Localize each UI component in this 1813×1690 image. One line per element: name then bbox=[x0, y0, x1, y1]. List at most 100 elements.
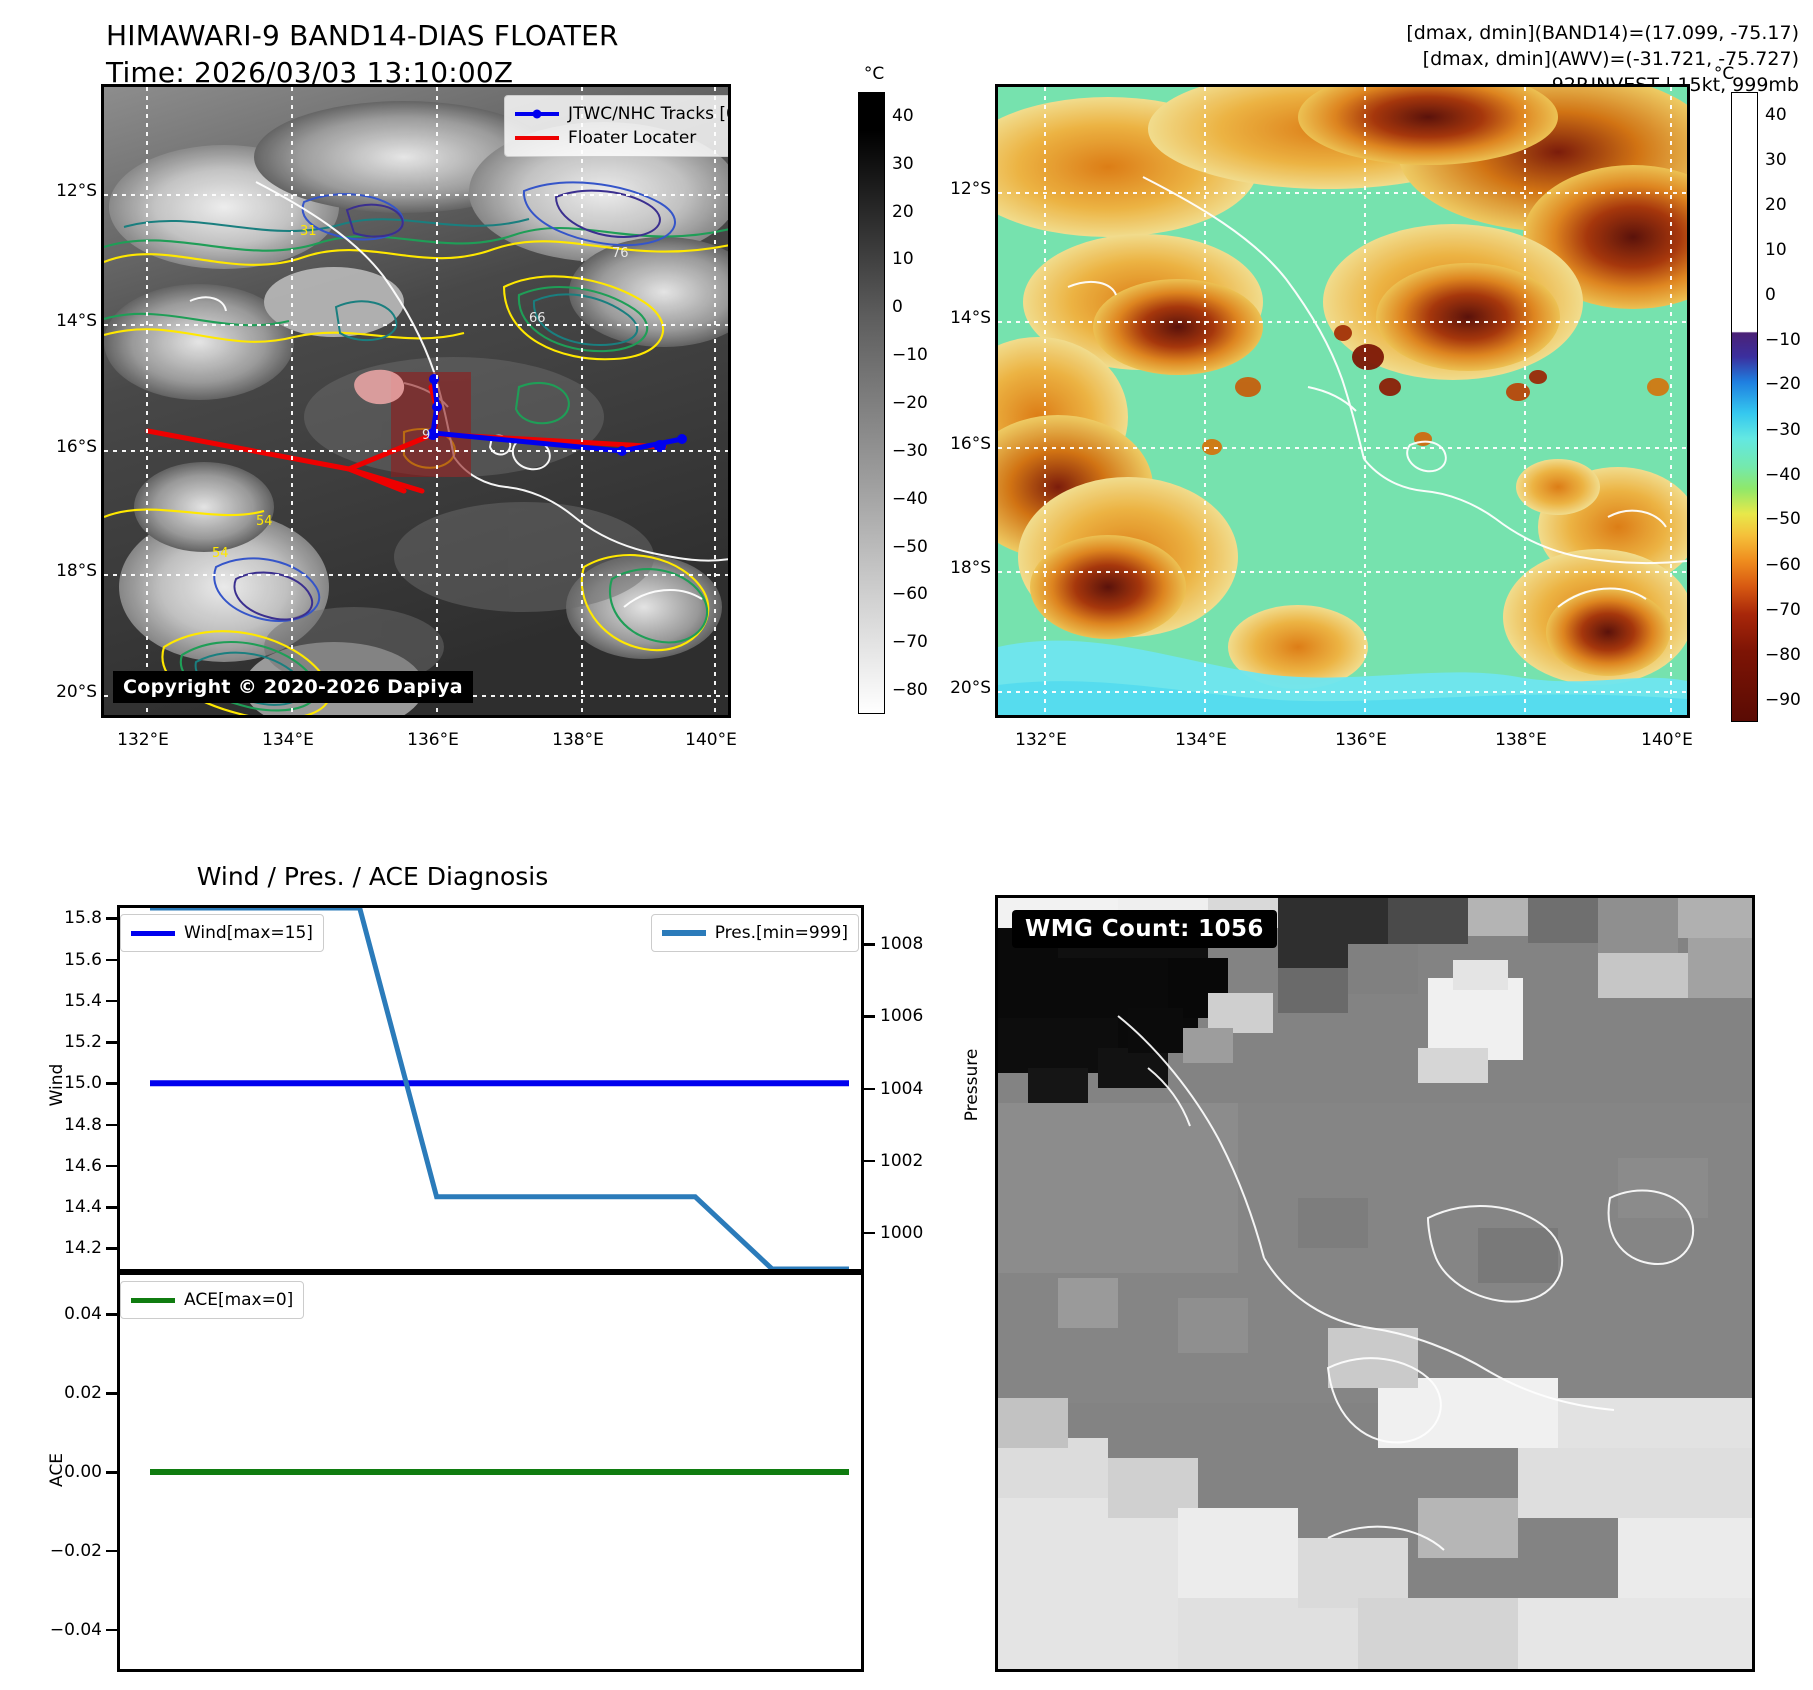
wind-tick-label: 15.4 bbox=[64, 990, 102, 1011]
colorbar-tick: −60 bbox=[892, 584, 928, 605]
wind-tick-mark bbox=[106, 958, 117, 962]
svg-text:9: 9 bbox=[422, 428, 430, 443]
grid-lon-132E-right bbox=[1044, 87, 1046, 715]
ace-legend: ACE[max=0] bbox=[120, 1281, 305, 1319]
colorbar-tick: −90 bbox=[1765, 689, 1801, 710]
ace-tick-label: 0.04 bbox=[64, 1304, 102, 1325]
svg-text:66: 66 bbox=[529, 311, 546, 326]
wind-axis-title: Wind bbox=[47, 1063, 67, 1107]
legend-label-floater: Floater Locater bbox=[568, 128, 697, 148]
colorbar-right-enhanced-ir bbox=[1731, 92, 1758, 722]
wind-tick-mark bbox=[106, 1206, 117, 1209]
wind-tick-label: 15.8 bbox=[64, 908, 102, 929]
colorbar-tick: 20 bbox=[892, 201, 914, 222]
colorbar-tick: −80 bbox=[1765, 644, 1801, 665]
svg-text:54: 54 bbox=[212, 546, 229, 561]
lon-tick-label: 138°E bbox=[1495, 730, 1547, 750]
ace-plot bbox=[150, 1469, 849, 1475]
wind-tick-mark bbox=[106, 1164, 117, 1168]
colorbar-tick: −20 bbox=[1765, 374, 1801, 395]
ace-chart[interactable]: ACE[max=0] bbox=[117, 1272, 864, 1672]
colorbar-tick: −30 bbox=[1765, 419, 1801, 440]
legend-label-jtwc: JTWC/NHC Tracks [03/1200Z] bbox=[568, 104, 728, 124]
grid-lat-12S bbox=[104, 194, 728, 196]
colorbar-tick: 30 bbox=[1765, 149, 1787, 170]
colorbar-tick: 20 bbox=[1765, 194, 1787, 215]
satellite-map-band14[interactable]: 31 54 54 66 76 9 JTWC/NHC Tracks [03/120… bbox=[101, 84, 731, 718]
wind-tick-mark bbox=[106, 1082, 117, 1085]
lat-tick-label: 12°S bbox=[56, 181, 97, 201]
legend-item-jtwc-tracks: JTWC/NHC Tracks [03/1200Z] bbox=[515, 102, 728, 126]
lon-tick-label: 140°E bbox=[685, 730, 737, 750]
satellite-map-awv-enhanced[interactable] bbox=[995, 84, 1690, 718]
wind-tick-mark bbox=[106, 1123, 117, 1127]
colorbar-tick: 10 bbox=[892, 249, 914, 270]
meta-band14-dmax-dmin: [dmax, dmin](BAND14)=(17.099, -75.17) bbox=[1406, 22, 1799, 44]
pressure-tick-mark bbox=[864, 1231, 875, 1235]
legend-item-ace: ACE[max=0] bbox=[131, 1288, 293, 1312]
pressure-axis-title: Pressure bbox=[962, 1048, 982, 1122]
ace-tick-mark bbox=[106, 1392, 117, 1395]
grid-lon-134E-right bbox=[1204, 87, 1206, 715]
grid-lat-16S-right bbox=[998, 447, 1687, 449]
colorbar-tick: −60 bbox=[1765, 554, 1801, 575]
pressure-tick-mark bbox=[864, 1015, 875, 1018]
wmg-count-map[interactable]: WMG Count: 1056 bbox=[995, 895, 1755, 1672]
colorbar-left-grayscale bbox=[858, 92, 885, 714]
wind-tick-mark bbox=[106, 1041, 117, 1044]
wind-tick-mark bbox=[106, 917, 117, 920]
legend-label-pressure: Pres.[min=999] bbox=[714, 923, 848, 943]
grid-lon-138E bbox=[581, 87, 583, 715]
colorbar-tick: 40 bbox=[1765, 104, 1787, 125]
lat-tick-label: 16°S bbox=[950, 434, 991, 454]
grid-lat-14S bbox=[104, 324, 728, 326]
ace-tick-mark bbox=[106, 1549, 117, 1553]
lat-tick-label: 14°S bbox=[950, 308, 991, 328]
colorbar-tick: 0 bbox=[1765, 284, 1776, 305]
lat-tick-label: 18°S bbox=[56, 561, 97, 581]
wind-pressure-plot bbox=[150, 908, 849, 1269]
legend-item-floater-locater: Floater Locater bbox=[515, 126, 728, 150]
lon-tick-label: 134°E bbox=[1175, 730, 1227, 750]
colorbar-tick: −70 bbox=[892, 632, 928, 653]
grid-lon-136E-right bbox=[1364, 87, 1366, 715]
colorbar-unit-right: °C bbox=[1713, 64, 1735, 84]
wind-tick-mark bbox=[106, 999, 117, 1003]
lat-tick-label: 12°S bbox=[950, 179, 991, 199]
pressure-swatch bbox=[661, 930, 706, 936]
grid-lat-14S-right bbox=[998, 321, 1687, 323]
svg-text:76: 76 bbox=[612, 246, 629, 261]
svg-text:54: 54 bbox=[256, 514, 273, 529]
wind-tick-label: 15.0 bbox=[64, 1073, 102, 1094]
colorbar-tick: −10 bbox=[1765, 329, 1801, 350]
pressure-tick-label: 1008 bbox=[880, 934, 924, 955]
grid-lon-132E bbox=[146, 87, 148, 715]
colorbar-tick: −40 bbox=[892, 488, 928, 509]
pressure-tick-mark bbox=[864, 1159, 875, 1163]
colorbar-tick: −30 bbox=[892, 440, 928, 461]
pressure-tick-mark bbox=[864, 1087, 875, 1090]
ace-swatch bbox=[131, 1297, 175, 1303]
ace-tick-label: 0.00 bbox=[64, 1462, 102, 1482]
wind-tick-label: 15.6 bbox=[64, 949, 102, 970]
colorbar-tick: −80 bbox=[892, 680, 928, 701]
grid-lon-136E bbox=[436, 87, 438, 715]
wind-swatch bbox=[131, 930, 175, 936]
legend-label-wind: Wind[max=15] bbox=[184, 923, 313, 943]
lat-tick-label: 20°S bbox=[950, 678, 991, 698]
ace-tick-label: −0.04 bbox=[49, 1619, 102, 1640]
pressure-tick-label: 1004 bbox=[880, 1078, 924, 1099]
header-title-block: HIMAWARI-9 BAND14-DIAS FLOATER Time: 202… bbox=[106, 18, 619, 92]
lat-tick-label: 20°S bbox=[56, 682, 97, 702]
colorbar-tick: −10 bbox=[892, 345, 928, 366]
colorbar-tick: −70 bbox=[1765, 599, 1801, 620]
wind-tick-label: 14.4 bbox=[64, 1197, 102, 1218]
ace-tick-label: 0.02 bbox=[64, 1383, 102, 1404]
legend-item-pressure: Pres.[min=999] bbox=[661, 921, 848, 945]
legend-item-wind: Wind[max=15] bbox=[131, 921, 313, 945]
wind-pressure-chart[interactable]: Wind[max=15] Pres.[min=999] bbox=[117, 905, 864, 1272]
colorbar-tick: −50 bbox=[892, 536, 928, 557]
colorbar-tick: 0 bbox=[892, 297, 903, 318]
pressure-tick-mark bbox=[864, 943, 875, 946]
colorbar-unit-left: °C bbox=[863, 64, 885, 84]
